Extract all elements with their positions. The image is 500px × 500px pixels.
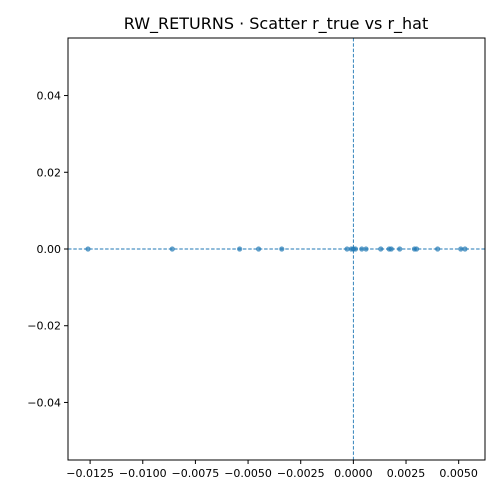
- x-tick-label: −0.0050: [224, 467, 272, 480]
- y-tick-label: 0.04: [37, 90, 62, 103]
- x-tick-label: −0.0075: [172, 467, 220, 480]
- scatter-point: [359, 246, 365, 252]
- axis-ticks: −0.0125 −0.0100 −0.0075 −0.0050 −0.0025 0.000…: [27, 90, 478, 480]
- x-tick-label: 0.0050: [439, 467, 478, 480]
- scatter-point: [279, 246, 285, 252]
- chart-title: RW_RETURNS · Scatter r_true vs r_hat: [124, 14, 429, 34]
- x-tick-label: 0.0000: [334, 467, 373, 480]
- x-tick-label: −0.0125: [66, 467, 114, 480]
- scatter-point: [397, 246, 403, 252]
- scatter-point: [352, 246, 359, 252]
- scatter-point: [237, 246, 243, 252]
- scatter-point: [363, 246, 369, 252]
- scatter-point: [388, 246, 394, 252]
- scatter-point: [255, 246, 262, 252]
- scatter-point: [435, 246, 441, 252]
- scatter-point: [462, 246, 468, 252]
- scatter-point: [378, 246, 384, 252]
- x-tick-label: 0.0025: [387, 467, 426, 480]
- y-tick-label: 0.02: [37, 166, 62, 179]
- scatter-point: [413, 246, 420, 252]
- y-tick-label: −0.02: [27, 320, 61, 333]
- y-tick-label: 0.00: [37, 243, 62, 256]
- scatter-point: [85, 246, 91, 252]
- scatter-point: [169, 246, 175, 252]
- x-tick-label: −0.0100: [119, 467, 167, 480]
- plot-area: [68, 38, 485, 460]
- scatter-point: [458, 246, 464, 252]
- scatter-point: [344, 246, 350, 252]
- x-tick-label: −0.0025: [277, 467, 325, 480]
- y-tick-label: −0.04: [27, 396, 61, 409]
